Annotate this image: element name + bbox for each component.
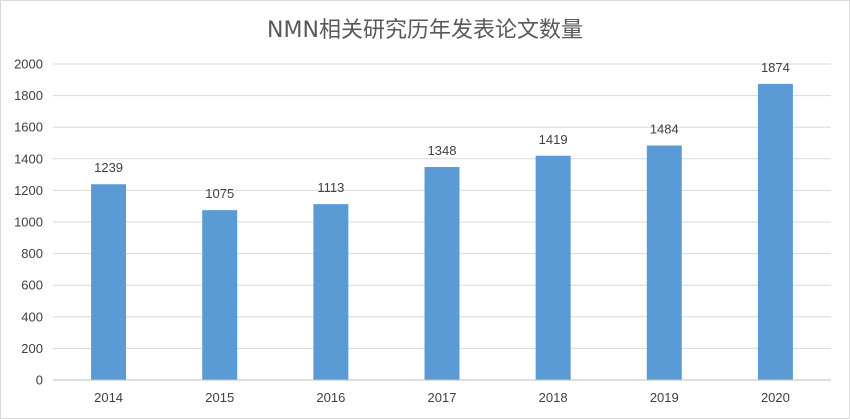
data-label-2020: 1874 (761, 60, 790, 75)
y-tick-label: 1400 (14, 151, 43, 166)
x-tick-label-2020: 2020 (761, 390, 790, 405)
data-label-2017: 1348 (428, 143, 457, 158)
bar-2019 (646, 145, 682, 380)
data-labels: 1239 1075 1113 1348 1419 1484 1874 (94, 60, 790, 201)
bar-2015 (202, 210, 238, 380)
y-axis: 0 200 400 600 800 1000 1200 1400 1600 1800 2000 (14, 57, 43, 388)
data-label-2014: 1239 (94, 160, 123, 175)
bar-2014 (91, 184, 127, 380)
y-tick-label: 600 (21, 278, 43, 293)
data-label-2018: 1419 (539, 132, 568, 147)
x-tick-label-2018: 2018 (539, 390, 568, 405)
y-tick-label: 0 (36, 373, 43, 388)
data-label-2015: 1075 (205, 186, 234, 201)
y-tick-label: 800 (21, 246, 43, 261)
x-tick-label-2019: 2019 (650, 390, 679, 405)
x-axis: 2014 2015 2016 2017 2018 2019 2020 (53, 379, 831, 405)
bar-2020 (757, 83, 793, 381)
bar-2018 (535, 155, 571, 380)
y-tick-label: 200 (21, 341, 43, 356)
y-tick-label: 1200 (14, 183, 43, 198)
bars (91, 83, 793, 381)
y-tick-label: 1000 (14, 215, 43, 230)
data-label-2016: 1113 (317, 180, 344, 195)
y-tick-label: 400 (21, 309, 43, 324)
x-tick-label-2016: 2016 (316, 390, 345, 405)
y-tick-label: 1600 (14, 120, 43, 135)
x-tick-label-2014: 2014 (94, 390, 123, 405)
bar-2016 (313, 204, 349, 380)
y-tick-label: 2000 (14, 57, 43, 72)
x-tick-label-2017: 2017 (428, 390, 457, 405)
y-tick-label: 1800 (14, 88, 43, 103)
chart-title: NMN相关研究历年发表论文数量 (267, 18, 583, 43)
data-label-2019: 1484 (650, 122, 679, 137)
bar-2017 (424, 167, 460, 380)
x-tick-label-2015: 2015 (205, 390, 234, 405)
